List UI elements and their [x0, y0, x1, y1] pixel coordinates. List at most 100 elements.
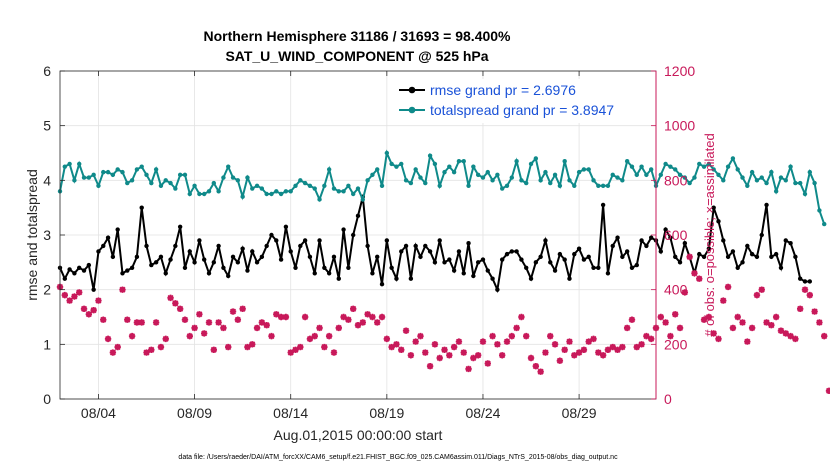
obs-assimilated-point — [518, 313, 525, 321]
series-point-1 — [817, 208, 822, 213]
series-point-1 — [822, 221, 827, 227]
series-point-1 — [677, 172, 683, 178]
series-point-1 — [408, 180, 414, 186]
series-point-0 — [797, 276, 803, 281]
series-point-0 — [639, 238, 644, 243]
series-point-1 — [437, 183, 442, 188]
obs-assimilated-point — [325, 332, 333, 340]
series-point-1 — [519, 178, 524, 183]
series-point-1 — [370, 172, 375, 178]
obs-assimilated-point — [234, 316, 242, 323]
obs-assimilated-point — [532, 363, 540, 370]
series-point-0 — [528, 276, 534, 281]
series-point-1 — [399, 161, 404, 167]
obs-possible-point — [76, 289, 83, 296]
series-point-0 — [418, 254, 423, 260]
series-point-1 — [293, 183, 298, 188]
obs-assimilated-point — [292, 346, 299, 353]
obs-possible-point — [86, 311, 92, 318]
obs-assimilated-point — [484, 360, 491, 367]
y2-tick-label-4: 800 — [664, 172, 688, 188]
series-point-1 — [322, 183, 327, 188]
series-point-0 — [226, 273, 231, 279]
series-point-1 — [81, 175, 87, 180]
series-point-1 — [725, 164, 731, 169]
obs-possible-point — [667, 333, 674, 339]
series-point-0 — [211, 260, 217, 265]
obs-assimilated-point — [436, 354, 443, 362]
obs-possible-point — [763, 319, 770, 326]
series-point-1 — [120, 169, 125, 175]
obs-possible-point — [62, 292, 68, 298]
series-point-0 — [254, 260, 260, 265]
series-point-0 — [596, 265, 601, 270]
series-point-1 — [96, 183, 101, 188]
series-point-1 — [807, 169, 813, 175]
series-point-1 — [144, 172, 149, 178]
obs-possible-point — [821, 333, 828, 339]
obs-assimilated-point — [181, 316, 189, 323]
obs-possible-point — [422, 349, 429, 356]
obs-assimilated-point — [748, 324, 756, 332]
obs-assimilated-point — [825, 387, 830, 394]
obs-assimilated-point — [787, 332, 794, 340]
obs-possible-point — [182, 316, 188, 323]
series-point-1 — [447, 164, 452, 169]
series-point-1 — [389, 161, 394, 167]
obs-assimilated-point — [498, 352, 506, 359]
obs-assimilated-point — [595, 349, 602, 356]
obs-assimilated-point — [61, 291, 69, 299]
obs-assimilated-point — [566, 338, 573, 345]
obs-possible-point — [528, 355, 534, 361]
obs-assimilated-point — [128, 332, 136, 340]
obs-possible-point — [456, 338, 462, 345]
obs-possible-point — [811, 308, 818, 315]
series-point-0 — [235, 260, 241, 265]
obs-assimilated-point — [119, 286, 126, 293]
obs-possible-point — [686, 254, 693, 260]
series-point-0 — [721, 238, 726, 243]
obs-assimilated-point — [691, 270, 698, 277]
obs-assimilated-point — [763, 319, 770, 326]
series-point-1 — [269, 191, 274, 197]
series-point-1 — [749, 169, 755, 175]
series-point-0 — [77, 265, 82, 270]
obs-possible-point — [388, 344, 395, 350]
obs-assimilated-point — [758, 286, 765, 293]
obs-possible-point — [432, 341, 438, 348]
obs-possible-point — [331, 349, 337, 356]
series-point-0 — [259, 254, 265, 260]
series-point-1 — [706, 161, 712, 167]
obs-possible-point — [220, 325, 227, 331]
x-tick-label-4: 08/24 — [465, 405, 500, 421]
series-point-0 — [269, 232, 274, 238]
obs-possible-point — [81, 305, 87, 312]
series-point-1 — [658, 172, 664, 178]
obs-assimilated-point — [330, 349, 338, 356]
obs-possible-point — [749, 325, 755, 331]
series-point-1 — [394, 164, 399, 169]
y-tick-label-6: 6 — [43, 63, 51, 79]
series-point-1 — [552, 172, 558, 178]
series-point-1 — [466, 183, 471, 188]
series-point-1 — [264, 191, 269, 197]
series-point-0 — [499, 257, 505, 262]
obs-assimilated-point — [417, 332, 424, 340]
series-point-0 — [245, 268, 250, 273]
obs-assimilated-point — [124, 316, 131, 323]
series-point-0 — [326, 271, 332, 276]
obs-possible-point — [206, 319, 212, 326]
series-point-0 — [788, 241, 793, 246]
series-point-1 — [620, 178, 625, 183]
obs-possible-point — [633, 344, 640, 350]
obs-assimilated-point — [633, 343, 640, 351]
obs-possible-point — [95, 297, 102, 304]
obs-possible-point — [773, 314, 779, 320]
obs-possible-point — [441, 346, 448, 353]
series-point-0 — [673, 254, 678, 260]
series-point-0 — [615, 235, 620, 240]
obs-assimilated-point — [470, 354, 477, 362]
series-point-0 — [67, 267, 72, 272]
series-point-1 — [687, 180, 692, 186]
series-point-1 — [158, 183, 164, 188]
